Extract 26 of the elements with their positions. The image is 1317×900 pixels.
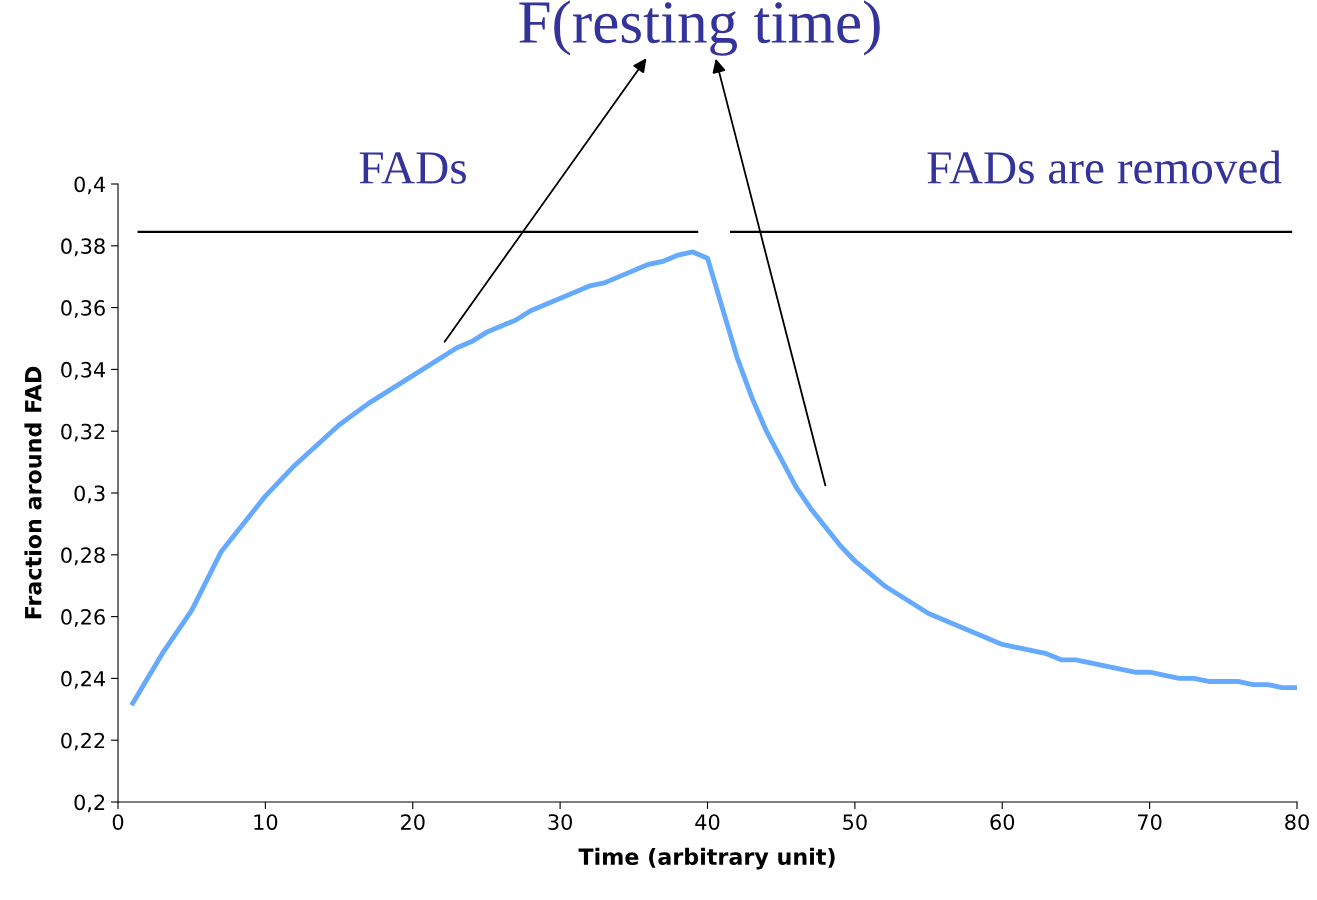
x-tick-label: 20 xyxy=(401,814,425,830)
x-tick-label: 10 xyxy=(254,814,278,830)
y-tick-label: 0,36 xyxy=(61,300,105,318)
text: FADs are removed xyxy=(927,150,1282,184)
y-axis-title: Fraction around FAD xyxy=(24,366,42,619)
chart-title: F(resting time) xyxy=(519,0,880,56)
x-tick-label: 60 xyxy=(990,814,1015,830)
x-tick-label: 50 xyxy=(843,814,867,830)
x-tick-label: 40 xyxy=(695,814,720,830)
y-tick-label: 0,26 xyxy=(61,609,105,627)
y-tick-label: 0,4 xyxy=(74,176,106,195)
x-tick-label: 70 xyxy=(1138,814,1162,830)
y-tick-label: 0,24 xyxy=(61,670,106,689)
y-tick-label: 0,28 xyxy=(61,547,105,566)
x-tick-label: 0 xyxy=(112,814,124,830)
y-tick-label: 0,38 xyxy=(61,238,105,257)
text: FADs xyxy=(359,152,466,184)
x-tick-label: 30 xyxy=(548,814,572,830)
line-series xyxy=(130,249,1297,706)
x-tick-label: 80 xyxy=(1285,814,1309,830)
y-tick-label: 0,3 xyxy=(74,485,105,504)
y-tick-label: 0,2 xyxy=(74,794,105,813)
x-axis-title: Time (arbitrary unit) xyxy=(578,847,835,870)
y-tick-label: 0,32 xyxy=(61,423,105,442)
y-tick-label: 0,22 xyxy=(61,732,105,751)
y-tick-label: 0,34 xyxy=(61,361,106,380)
